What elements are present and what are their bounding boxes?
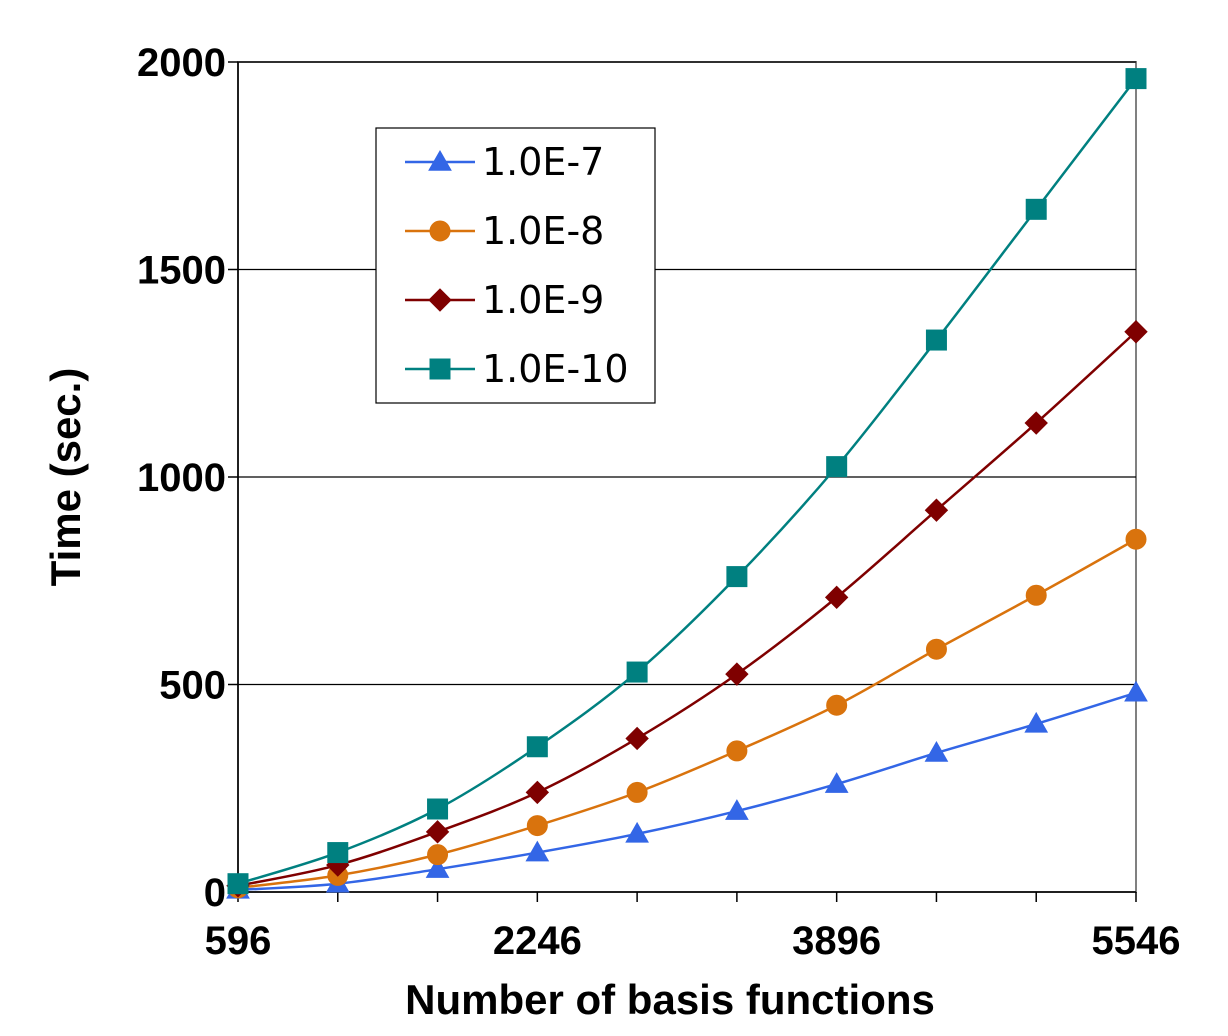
y-axis-title: Time (sec.) [42, 368, 89, 587]
x-axis-title: Number of basis functions [405, 976, 935, 1023]
data-point [1124, 680, 1148, 702]
y-tick-labels: 0 500 1000 1500 2000 [137, 41, 226, 915]
y-tick-label: 1000 [137, 456, 226, 500]
series-line [237, 330, 1137, 887]
y-tick-label: 1500 [137, 249, 226, 293]
legend-label: 1.0E-8 [482, 209, 604, 253]
legend-marker [428, 149, 452, 171]
series-line [237, 691, 1137, 892]
series-line [237, 77, 1137, 885]
legend-item: 1.0E-10 [405, 347, 629, 391]
data-point [526, 736, 548, 758]
x-tick-label: 596 [205, 919, 272, 963]
legend-marker [429, 358, 451, 380]
data-point [726, 740, 748, 762]
data-point [826, 456, 848, 478]
x-tick-label: 3896 [792, 919, 881, 963]
series-square [227, 68, 1147, 895]
data-point [625, 726, 649, 751]
data-point [625, 821, 649, 843]
data-point [427, 798, 449, 820]
data-point [526, 815, 548, 837]
data-point [925, 638, 947, 660]
data-point [725, 799, 749, 820]
x-tick-label: 5546 [1092, 919, 1181, 963]
data-point [425, 857, 450, 878]
y-tick-label: 0 [204, 871, 226, 915]
y-tick-label: 2000 [137, 41, 226, 85]
data-point [824, 585, 849, 610]
y-tick-label: 500 [159, 664, 226, 708]
data-point [427, 844, 449, 866]
data-point [824, 772, 849, 793]
data-point [1125, 68, 1147, 90]
data-point [626, 781, 648, 803]
legend-marker [429, 220, 451, 242]
data-point [425, 820, 450, 844]
data-point [1124, 320, 1148, 344]
x-tick-labels: 596 2246 3896 5546 [205, 919, 1181, 963]
data-point [924, 740, 949, 762]
data-point [227, 873, 249, 895]
data-point [925, 329, 947, 351]
data-point [1125, 528, 1147, 550]
legend-box [375, 127, 656, 404]
series-group [226, 68, 1148, 899]
data-point [1024, 411, 1048, 435]
data-point [1024, 711, 1049, 733]
data-point [924, 498, 949, 522]
legend-item: 1.0E-8 [405, 209, 604, 253]
data-point [1025, 198, 1047, 220]
data-point [726, 566, 748, 588]
data-point [725, 662, 749, 686]
data-point [826, 694, 848, 716]
data-point [626, 661, 648, 683]
legend-item: 1.0E-7 [405, 140, 604, 184]
legend-marker [428, 288, 452, 312]
legend: 1.0E-7 1.0E-8 1.0E-9 1.0E-10 [375, 127, 656, 404]
data-point [1025, 584, 1047, 606]
x-tick-label: 2246 [493, 919, 582, 963]
axes [228, 61, 1137, 902]
legend-item: 1.0E-9 [405, 278, 604, 322]
data-point [525, 780, 550, 805]
data-point [327, 842, 349, 864]
legend-label: 1.0E-9 [482, 278, 604, 322]
series-triangle [226, 680, 1148, 899]
legend-label: 1.0E-10 [482, 347, 629, 391]
data-point [525, 840, 550, 862]
series-line [237, 538, 1137, 890]
legend-label: 1.0E-7 [482, 140, 604, 184]
